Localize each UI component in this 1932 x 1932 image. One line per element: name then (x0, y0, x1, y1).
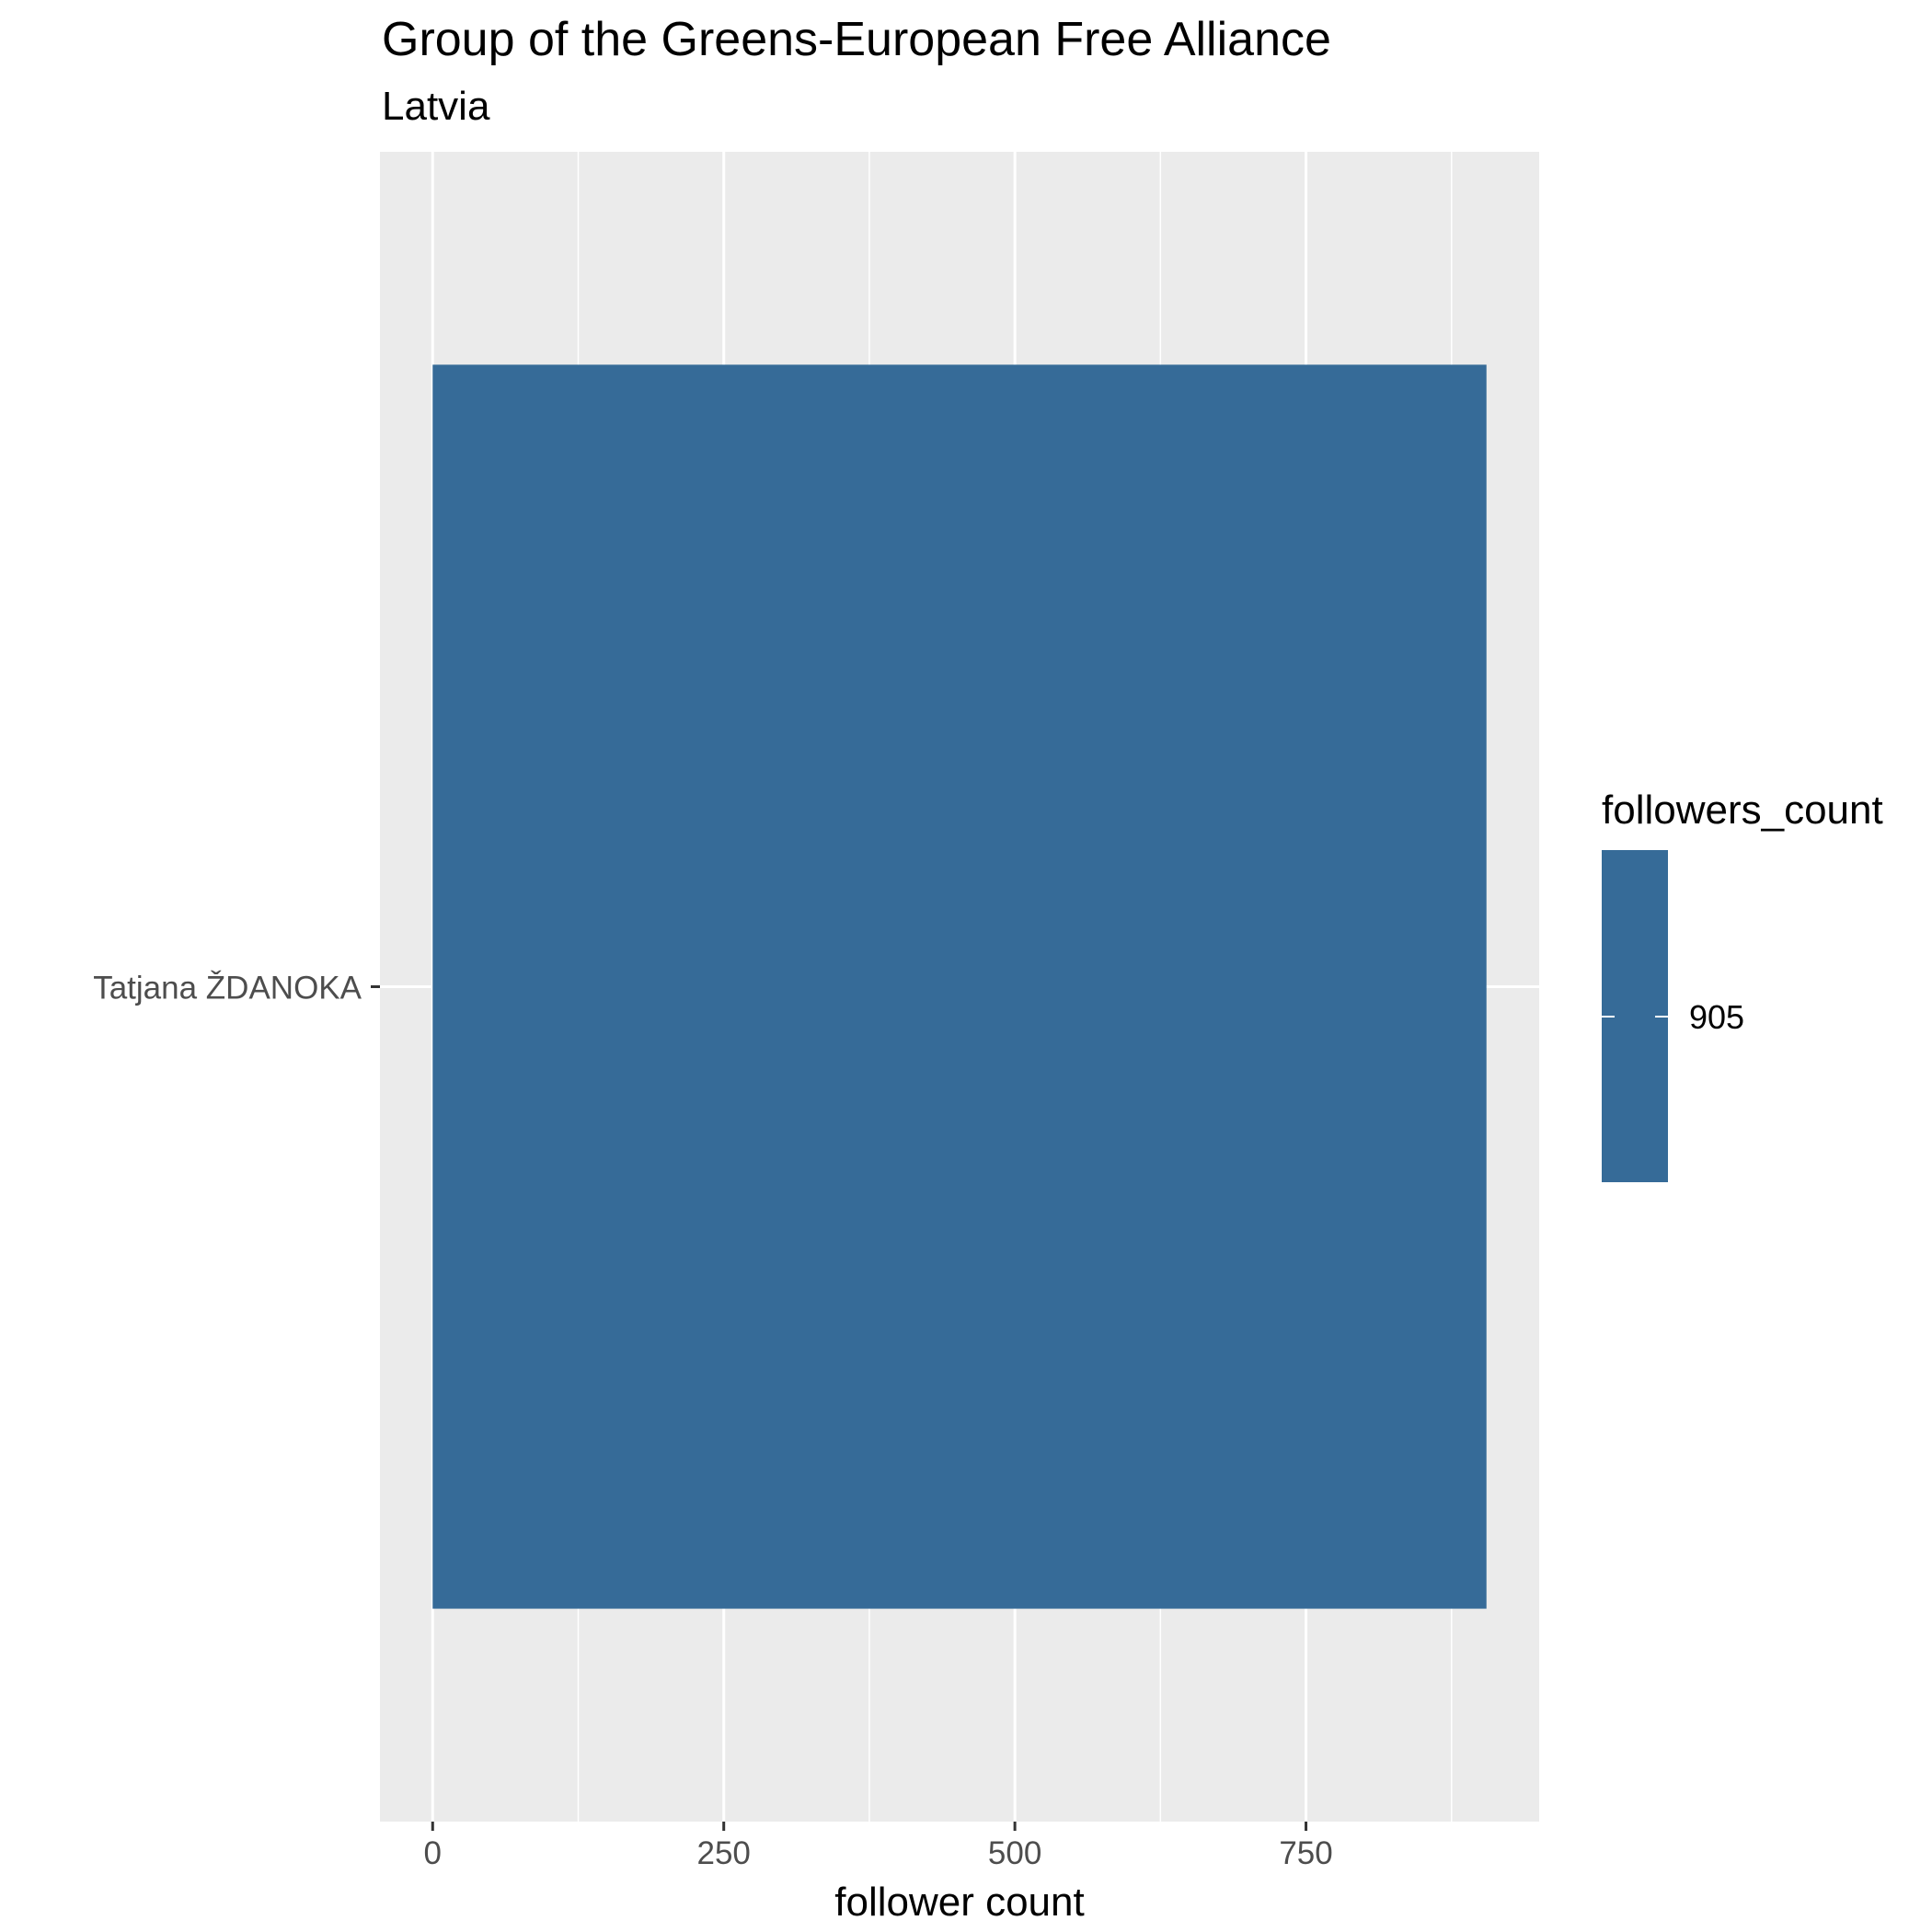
x-tick-label: 500 (988, 1835, 1041, 1871)
legend: followers_count 905 (1602, 788, 1883, 1182)
y-axis: Tatjana ŽDANOKA (93, 971, 380, 1006)
x-tick-label: 250 (696, 1835, 750, 1871)
x-axis-title: follower count (834, 1880, 1084, 1925)
legend-title: followers_count (1602, 788, 1883, 833)
y-tick-label: Tatjana ŽDANOKA (93, 971, 362, 1006)
bars (432, 364, 1487, 1609)
x-tick-label: 0 (424, 1835, 442, 1871)
chart-title: Group of the Greens-European Free Allian… (382, 13, 1331, 66)
chart-subtitle: Latvia (382, 84, 490, 129)
x-axis: 0 250 500 750 (424, 1822, 1333, 1871)
bar (432, 364, 1487, 1609)
x-tick-label: 750 (1279, 1835, 1332, 1871)
legend-label: 905 (1689, 998, 1744, 1036)
